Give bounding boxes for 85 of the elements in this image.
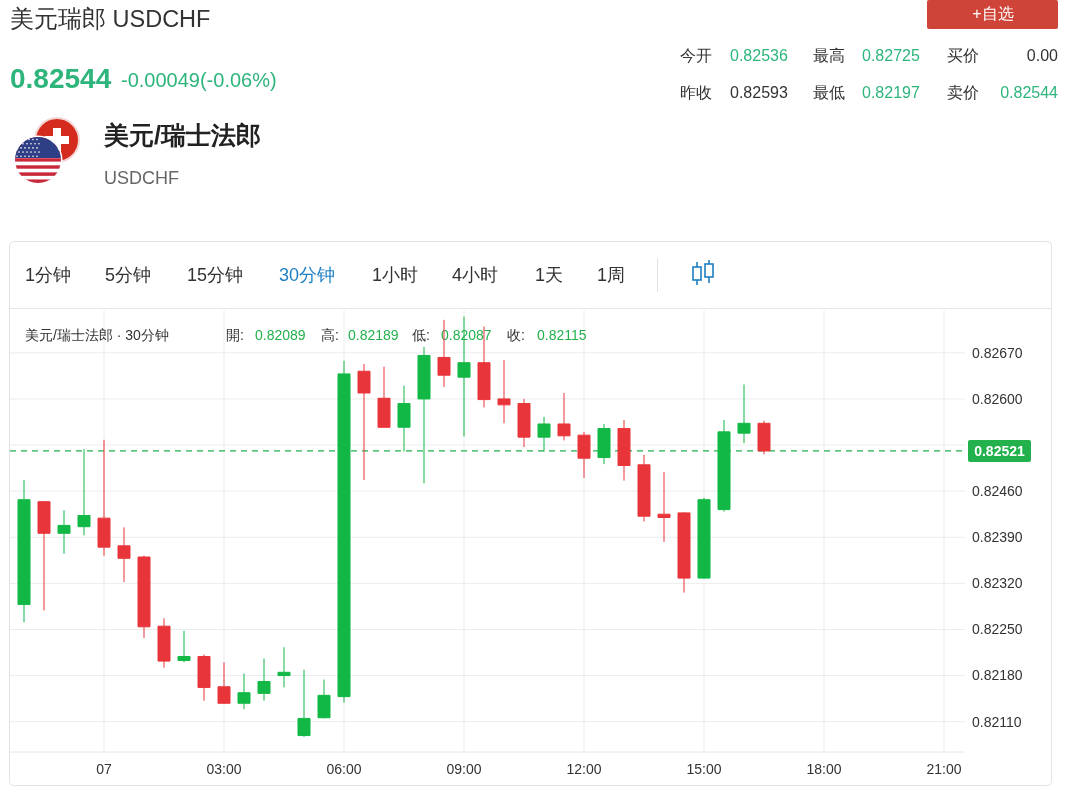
candlestick [737,383,751,444]
candlestick [757,420,771,455]
x-tick-label: 18:00 [806,761,842,777]
text: 买价 [947,47,979,64]
candlestick [257,657,271,702]
x-tick-label: 21:00 [926,761,962,777]
y-tick-label: 0.82110 [972,713,1022,730]
candlestick [137,555,151,639]
text: -0.00049(-0.06%) [121,69,277,91]
annotation: 0.82115 [537,327,587,343]
text: 卖价 [947,84,979,101]
y-tick-label: 0.82250 [972,621,1023,638]
text: 4小时 [452,265,499,285]
x-tick-label: 12:00 [566,761,602,777]
annotation: 低: [412,327,430,343]
candlestick [157,617,171,669]
text: 0.82544 [10,63,112,94]
candlestick [277,646,291,688]
candlestick [37,500,51,611]
candlestick [217,661,231,705]
text: 1周 [597,265,626,285]
x-tick-label: 07 [96,761,112,777]
candlestick [577,431,591,479]
candlestick [517,398,531,448]
candlestick [537,416,551,453]
text: 15分钟 [187,265,244,285]
candlestick [677,511,691,594]
candlestick [57,509,71,555]
candlestick [357,363,371,481]
x-tick-label: 03:00 [206,761,242,777]
candlestick [197,654,211,702]
candlestick [177,630,191,663]
text: 30分钟 [279,265,336,285]
x-tick-label: 09:00 [446,761,482,777]
text: 1天 [535,265,564,285]
text: +自选 [972,5,1014,22]
candlestick [117,526,131,583]
text: 今开 [680,47,712,64]
candlestick [497,359,511,424]
text: 最低 [813,84,845,101]
annotation: 0.82089 [255,327,306,343]
y-tick-label: 0.82600 [972,390,1023,407]
text: 0.82536 [730,47,788,64]
candlestick [237,673,251,710]
candlestick [557,392,571,441]
chart-title: 美元瑞郎 USDCHF [10,6,211,32]
annotation: 0.82189 [348,327,399,343]
text: 1分钟 [25,265,72,285]
y-tick-label: 0.82180 [972,667,1023,684]
candlestick [657,471,671,543]
text: 最高 [813,47,845,64]
text: 1小时 [372,265,419,285]
annotation: 高: [321,327,339,343]
candlestick [697,497,711,580]
text: 0.82544 [1000,84,1059,101]
annotation: 開: [226,327,244,343]
y-tick-label: 0.82670 [972,344,1023,361]
candlestick [317,679,331,719]
candlestick [597,423,611,465]
candlestick [397,385,411,453]
candlestick [297,669,311,738]
y-tick-label: 0.82320 [972,575,1023,592]
candlestick [417,346,431,484]
y-tick-label: 0.82460 [972,483,1023,500]
candlestick [77,448,91,536]
text: USDCHF [104,168,179,188]
candlestick [617,419,631,482]
candlestick [717,419,731,513]
text: 0.82725 [862,47,920,64]
text: 5分钟 [105,265,152,285]
text: 0.82197 [862,84,920,101]
text: 美元/瑞士法郎 [103,121,261,149]
y-tick-label: 0.82390 [972,529,1023,546]
x-tick-label: 06:00 [326,761,362,777]
annotation: 美元/瑞士法郎 · 30分钟 [25,327,169,343]
text: 0.00 [1026,47,1059,64]
ref-line-label: 0.82521 [974,442,1026,459]
text: 昨收 [680,84,712,101]
candlestick [637,454,651,522]
candlestick [17,479,31,623]
candlestick [97,439,111,557]
x-tick-label: 15:00 [686,761,722,777]
annotation: 收: [507,327,525,343]
candlestick [377,366,391,429]
text: 0.82593 [730,84,788,101]
